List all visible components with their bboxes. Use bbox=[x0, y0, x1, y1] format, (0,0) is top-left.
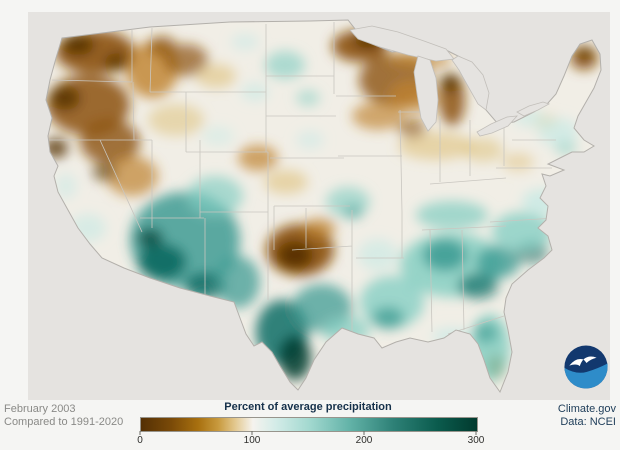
noaa-gull-icon bbox=[583, 356, 597, 364]
precip-anomaly-blob bbox=[80, 120, 140, 164]
lake-ontario bbox=[516, 101, 550, 117]
legend-tick-mark bbox=[139, 431, 141, 435]
us-border-outline bbox=[45, 19, 602, 394]
legend-tick-row: 0 100 200 300 bbox=[137, 417, 484, 447]
precip-anomaly-blob bbox=[372, 307, 404, 329]
precip-anomaly-blob bbox=[62, 35, 94, 55]
us-precipitation-map bbox=[28, 12, 610, 400]
precip-anomaly-blob bbox=[398, 132, 474, 160]
legend-tick-label: 300 bbox=[467, 435, 485, 446]
precip-anomaly-blob bbox=[164, 44, 208, 76]
precip-anomaly-blob bbox=[416, 201, 488, 229]
precip-anomaly-blob bbox=[277, 241, 313, 269]
precip-anomaly-blob bbox=[304, 218, 336, 238]
period-block: February 2003 Compared to 1991-2020 bbox=[4, 403, 123, 428]
precip-anomaly-blob bbox=[264, 170, 308, 194]
precip-anomaly-blob bbox=[279, 336, 311, 380]
precip-anomaly-blob bbox=[265, 51, 305, 79]
precip-anomaly-blob bbox=[352, 102, 404, 130]
legend-tick-label: 100 bbox=[243, 435, 261, 446]
precip-anomaly-blob bbox=[358, 239, 398, 271]
precip-anomaly-blob bbox=[296, 131, 324, 149]
legend: Percent of average precipitation 0 100 200… bbox=[137, 401, 484, 446]
precip-anomaly-blob bbox=[474, 323, 498, 343]
precip-anomaly-blob bbox=[296, 90, 320, 106]
period-label: February 2003 bbox=[4, 403, 76, 415]
climate-gov-label: Climate.gov bbox=[557, 403, 616, 415]
precip-anomaly-blob bbox=[50, 86, 80, 110]
precip-anomaly-blob bbox=[104, 53, 132, 71]
precip-anomaly-blob bbox=[440, 74, 460, 92]
precip-anomaly-blob bbox=[502, 153, 534, 171]
noaa-logo bbox=[564, 345, 608, 389]
noaa-logo-wave bbox=[564, 363, 608, 389]
precip-anomaly-blob bbox=[202, 126, 234, 146]
precip-anomaly-blob bbox=[492, 212, 552, 252]
credits-block: Climate.gov Data: NCEI bbox=[558, 403, 616, 428]
noaa-gull-icon bbox=[569, 359, 584, 367]
precip-anomaly-blob bbox=[463, 138, 503, 162]
legend-tick-mark bbox=[251, 431, 253, 435]
lake-michigan bbox=[413, 55, 439, 132]
legend-colorbar bbox=[140, 417, 478, 432]
lake-huron bbox=[451, 55, 490, 111]
precip-anomaly-blob bbox=[423, 239, 467, 271]
precip-anomaly-blob bbox=[138, 244, 186, 280]
legend-tick-mark bbox=[363, 431, 365, 435]
precip-anomaly-blob bbox=[231, 34, 259, 50]
precipitation-pattern-layer bbox=[46, 30, 598, 382]
great-lakes bbox=[349, 25, 550, 137]
precip-anomaly-blob bbox=[55, 173, 77, 199]
precip-anomaly-blob bbox=[187, 176, 243, 216]
data-source-label: Data: NCEI bbox=[560, 415, 616, 428]
precip-anomaly-blob bbox=[148, 104, 204, 136]
precip-anomaly-blob bbox=[137, 228, 163, 248]
lake-erie bbox=[476, 115, 518, 137]
precip-anomaly-blob bbox=[343, 205, 363, 219]
baseline-label: Compared to 1991-2020 bbox=[4, 415, 124, 428]
precip-anomaly-blob bbox=[458, 273, 498, 299]
precip-anomaly-blob bbox=[92, 163, 116, 181]
precip-anomaly-blob bbox=[106, 156, 158, 196]
precip-anomaly-blob bbox=[578, 48, 592, 60]
state-borders bbox=[48, 22, 557, 335]
precip-anomaly-blob bbox=[476, 246, 520, 278]
legend-tick-mark bbox=[475, 431, 477, 435]
precip-anomaly-blob bbox=[196, 64, 236, 88]
legend-tick-label: 200 bbox=[355, 435, 373, 446]
precip-anomaly-blob bbox=[555, 141, 577, 155]
legend-tick-label: 0 bbox=[137, 435, 143, 446]
precip-anomaly-blob bbox=[398, 118, 426, 138]
precip-anomaly-blob bbox=[216, 256, 260, 308]
legend-title: Percent of average precipitation bbox=[224, 401, 392, 413]
precip-anomaly-blob bbox=[538, 118, 578, 146]
